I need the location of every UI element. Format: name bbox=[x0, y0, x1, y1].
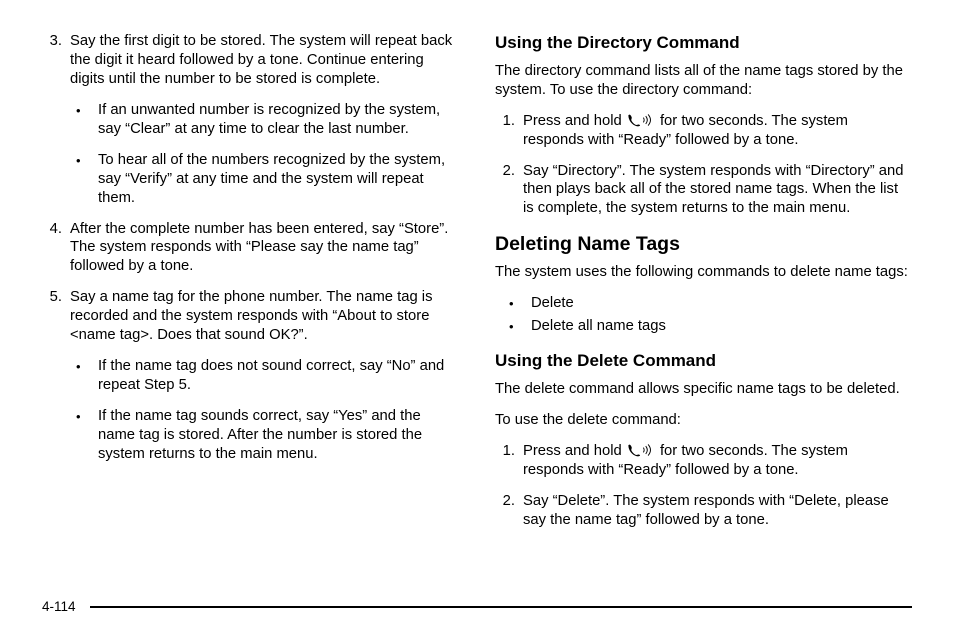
delete-cmd-bullet-1: • Delete bbox=[509, 294, 912, 313]
bullet-text: Delete bbox=[531, 294, 912, 313]
bullet-marker: • bbox=[76, 407, 98, 464]
bullet-text: If the name tag does not sound correct, … bbox=[98, 357, 459, 395]
step-3-bullet-1: • If an unwanted number is recognized by… bbox=[76, 101, 459, 139]
bullet-marker: • bbox=[509, 317, 531, 336]
delete-cmd-p1: The delete command allows specific name … bbox=[495, 380, 912, 399]
delete-intro: The system uses the following commands t… bbox=[495, 263, 912, 282]
phone-voice-icon bbox=[626, 113, 656, 127]
heading-delete-command: Using the Delete Command bbox=[495, 350, 912, 372]
directory-step-1: 1. Press and hold for two seconds. The s… bbox=[495, 112, 912, 150]
bullet-text: Delete all name tags bbox=[531, 317, 912, 336]
bullet-marker: • bbox=[76, 151, 98, 208]
heading-deleting-name-tags: Deleting Name Tags bbox=[495, 232, 912, 257]
step-5-bullet-1: • If the name tag does not sound correct… bbox=[76, 357, 459, 395]
delete-cmd-p2: To use the delete command: bbox=[495, 411, 912, 430]
step-number: 1. bbox=[495, 442, 523, 480]
step-text: Say “Directory”. The system responds wit… bbox=[523, 162, 912, 219]
step-number: 5. bbox=[42, 288, 70, 345]
step-text: Say “Delete”. The system responds with “… bbox=[523, 492, 912, 530]
bullet-text: To hear all of the numbers recognized by… bbox=[98, 151, 459, 208]
step-text: Say the first digit to be stored. The sy… bbox=[70, 32, 459, 89]
step-number: 3. bbox=[42, 32, 70, 89]
directory-step-2: 2. Say “Directory”. The system responds … bbox=[495, 162, 912, 219]
text-fragment: Press and hold bbox=[523, 113, 626, 129]
delete-cmd-bullet-2: • Delete all name tags bbox=[509, 317, 912, 336]
step-4: 4. After the complete number has been en… bbox=[42, 220, 459, 277]
phone-voice-icon bbox=[626, 443, 656, 457]
delete-step-1: 1. Press and hold for two seconds. The s… bbox=[495, 442, 912, 480]
footer-rule bbox=[90, 606, 912, 608]
step-text: After the complete number has been enter… bbox=[70, 220, 459, 277]
step-3: 3. Say the first digit to be stored. The… bbox=[42, 32, 459, 89]
text-fragment: Press and hold bbox=[523, 443, 626, 459]
page-footer: 4-114 bbox=[42, 599, 912, 614]
step-number: 2. bbox=[495, 162, 523, 219]
right-column: Using the Directory Command The director… bbox=[495, 32, 912, 588]
bullet-marker: • bbox=[76, 101, 98, 139]
step-text: Say a name tag for the phone number. The… bbox=[70, 288, 459, 345]
step-text: Press and hold for two seconds. The syst… bbox=[523, 442, 912, 480]
step-number: 4. bbox=[42, 220, 70, 277]
step-text: Press and hold for two seconds. The syst… bbox=[523, 112, 912, 150]
page-number: 4-114 bbox=[42, 599, 76, 614]
step-5: 5. Say a name tag for the phone number. … bbox=[42, 288, 459, 345]
step-5-bullet-2: • If the name tag sounds correct, say “Y… bbox=[76, 407, 459, 464]
delete-step-2: 2. Say “Delete”. The system responds wit… bbox=[495, 492, 912, 530]
bullet-marker: • bbox=[509, 294, 531, 313]
directory-intro: The directory command lists all of the n… bbox=[495, 62, 912, 100]
heading-directory-command: Using the Directory Command bbox=[495, 32, 912, 54]
bullet-text: If an unwanted number is recognized by t… bbox=[98, 101, 459, 139]
step-number: 1. bbox=[495, 112, 523, 150]
step-3-bullet-2: • To hear all of the numbers recognized … bbox=[76, 151, 459, 208]
bullet-text: If the name tag sounds correct, say “Yes… bbox=[98, 407, 459, 464]
bullet-marker: • bbox=[76, 357, 98, 395]
left-column: 3. Say the first digit to be stored. The… bbox=[42, 32, 459, 588]
page-body: 3. Say the first digit to be stored. The… bbox=[0, 0, 954, 600]
step-number: 2. bbox=[495, 492, 523, 530]
